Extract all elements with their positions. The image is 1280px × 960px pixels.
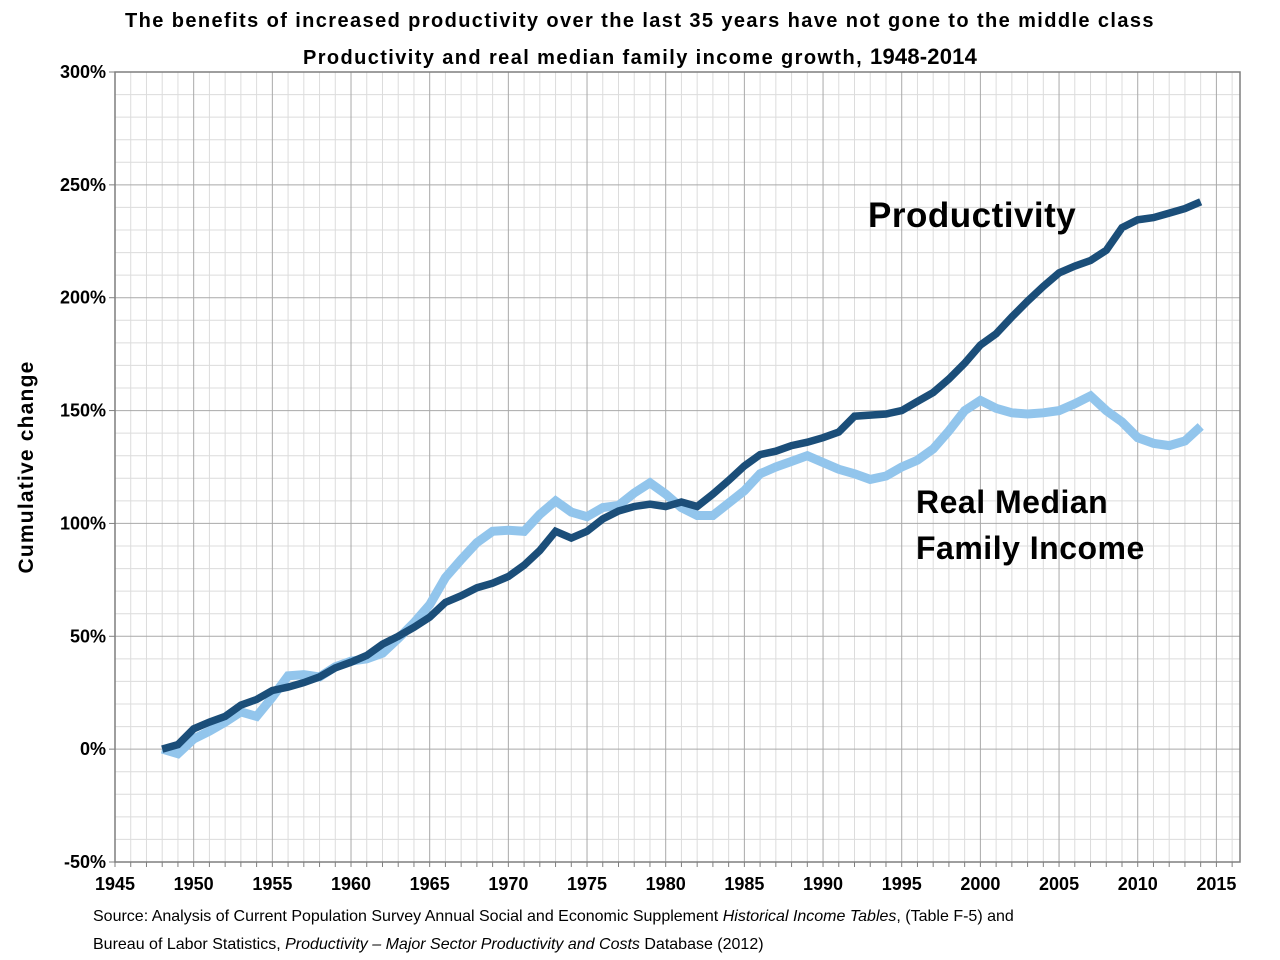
source-note-italic-segment: Productivity – Major Sector Productivity… [285,935,640,953]
source-note-segment: Bureau of Labor Statistics, [93,935,286,953]
gridlines-minor [115,72,1240,862]
y-axis-tick-label: 50% [70,626,106,646]
plot-border [114,71,1241,863]
source-note-segment: , (Table F-5) and [896,908,1014,925]
x-axis-tick-label: 1965 [410,874,450,894]
x-axis-tick-label: 1960 [331,874,371,894]
y-axis-tick-label: 200% [60,288,106,308]
source-note: Source: Analysis of Current Population S… [93,903,1243,958]
x-axis-tick-label: 1985 [724,874,764,894]
x-axis-tick-labels: 1945 1950 1955 1960 1965 1970 1975 1980 1985 1990… [95,874,1236,894]
source-note-line: Source: Analysis of Current Population S… [93,903,1243,931]
y-axis-tick-label: 150% [60,401,106,421]
x-axis-tick-label: 2010 [1118,874,1158,894]
y-axis-tick-label: 250% [60,175,106,195]
chart-subtitle-text: Productivity and real median family inco… [302,47,871,69]
income-series-label: Real Median Family Income [916,479,1145,571]
x-axis-tick-label: 2000 [960,874,1000,894]
source-note-line: Bureau of Labor Statistics, Productivity… [93,931,1243,959]
x-axis-tick-label: 1980 [646,874,686,894]
y-axis-tick-label: -50% [64,852,106,872]
series-line-productivity [161,198,1203,753]
x-axis-tick-label: 1995 [882,874,922,894]
y-axis-tick-label: 0% [80,739,106,759]
axis-ticks [109,71,1233,867]
x-axis-tick-label: 2015 [1196,874,1236,894]
y-axis-tick-label: 300% [60,62,106,82]
x-axis-tick-label: 2005 [1039,874,1079,894]
y-axis-title: Cumulative change [15,360,38,574]
source-note-segment: Source: Analysis of Current Population S… [93,908,723,925]
x-axis-tick-label: 1970 [488,874,528,894]
x-axis-tick-label: 1975 [567,874,607,894]
x-axis-tick-label: 1950 [174,874,214,894]
y-axis-tick-labels: 300% 250% 200% 150% 100% 50% 0% -50% [60,62,106,872]
x-axis-tick-label: 1990 [803,874,843,894]
x-axis-tick-label: 1945 [95,874,135,894]
chart-title: The benefits of increased productivity o… [125,10,1155,32]
productivity-series-label: Productivity [868,196,1077,235]
x-axis-tick-label: 1955 [252,874,292,894]
income-series-label-line1: Real Median [916,484,1109,520]
source-note-italic-segment: Historical Income Tables [722,908,897,925]
y-axis-tick-label: 100% [60,513,106,533]
chart-subtitle-years: 1948-2014 [870,44,978,69]
source-note-segment: Database (2012) [639,935,764,953]
chart-subtitle: Productivity and real median family inco… [0,44,1280,70]
income-series-label-line2: Family Income [916,530,1145,566]
gridlines-major [115,72,1240,862]
